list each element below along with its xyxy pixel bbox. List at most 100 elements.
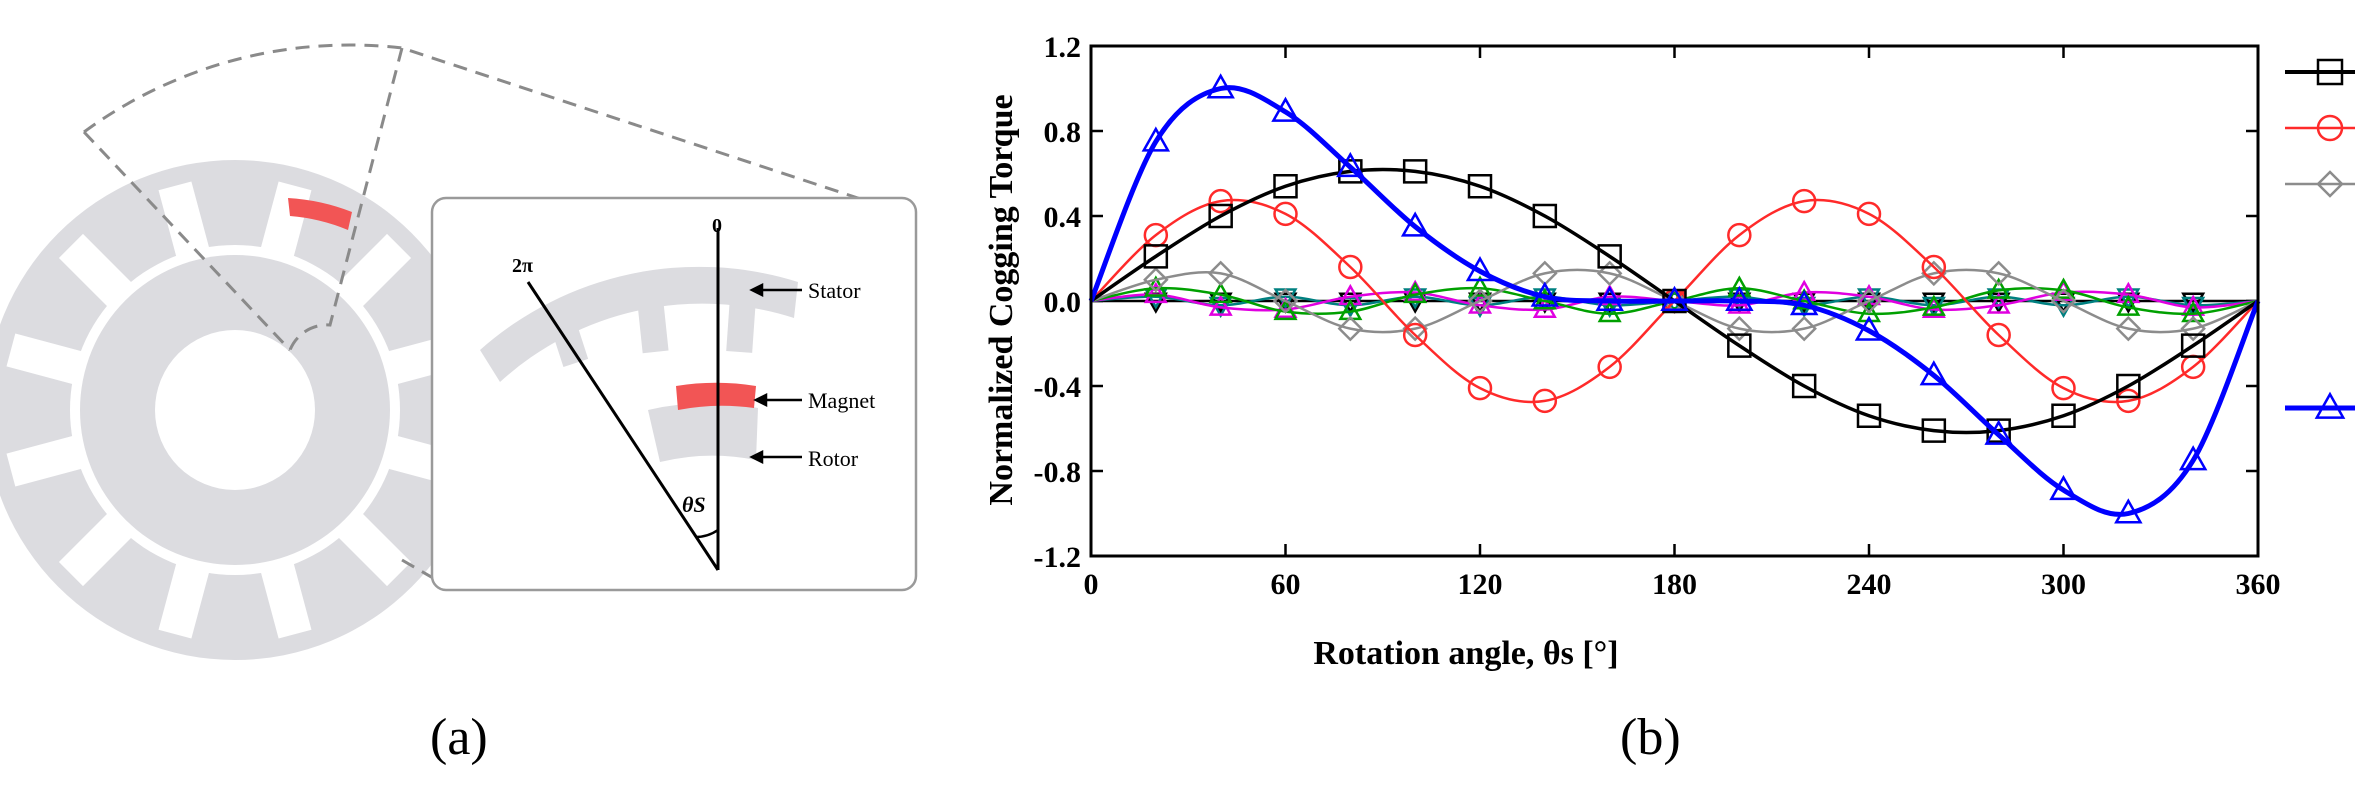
data-point bbox=[1854, 315, 1884, 341]
data-point bbox=[1338, 283, 1363, 306]
inset-rotor bbox=[648, 403, 758, 462]
data-point bbox=[1660, 285, 1689, 312]
data-point bbox=[1597, 296, 1622, 319]
data-point bbox=[1336, 151, 1365, 178]
data-point bbox=[1207, 260, 1234, 287]
x-tick-label: 60 bbox=[1271, 568, 1301, 601]
data-point bbox=[1727, 275, 1752, 297]
data-point bbox=[1792, 279, 1817, 301]
data-point bbox=[1143, 266, 1169, 293]
legend-marker bbox=[2316, 114, 2344, 142]
data-point bbox=[1467, 174, 1493, 199]
data-point bbox=[1208, 281, 1233, 304]
data-point bbox=[1986, 292, 2011, 314]
data-point bbox=[2116, 373, 2141, 399]
data-point bbox=[2115, 315, 2142, 342]
data-point bbox=[2116, 288, 2141, 310]
data-point bbox=[1921, 294, 1946, 316]
data-point bbox=[2116, 388, 2141, 414]
data-point bbox=[1985, 260, 2012, 287]
data-point bbox=[1727, 292, 1752, 314]
x-tick-label: 300 bbox=[2041, 568, 2086, 601]
stator-slot bbox=[58, 511, 134, 587]
panel-b: Normalized Cogging Torque Rotation angle… bbox=[960, 0, 2355, 787]
data-point bbox=[1595, 285, 1624, 312]
data-point bbox=[1986, 322, 2011, 348]
data-point bbox=[1530, 281, 1560, 307]
data-point bbox=[1921, 254, 1947, 280]
data-point bbox=[1856, 201, 1882, 227]
data-point bbox=[1273, 174, 1298, 199]
data-point bbox=[1273, 298, 1298, 321]
stator-slot bbox=[58, 233, 134, 309]
series-cogging-torque bbox=[1088, 73, 2261, 524]
stator-slot bbox=[158, 181, 211, 260]
data-point bbox=[1727, 222, 1752, 248]
y-axis-label: Normalized Cogging Torque bbox=[983, 94, 1020, 505]
label-zero: 0 bbox=[712, 215, 722, 237]
data-point bbox=[1921, 260, 1947, 287]
data-point bbox=[1596, 260, 1623, 287]
data-point bbox=[1791, 315, 1817, 342]
stator-slot bbox=[259, 560, 312, 639]
label-theta: θS bbox=[682, 492, 706, 517]
data-point bbox=[2180, 333, 2206, 358]
data-point bbox=[1402, 159, 1428, 184]
data-point bbox=[2116, 281, 2141, 304]
data-point bbox=[1338, 296, 1363, 319]
data-point bbox=[2051, 403, 2076, 428]
stator-slot bbox=[6, 434, 85, 487]
x-tick-label: 0 bbox=[1084, 568, 1099, 601]
data-point bbox=[1726, 315, 1753, 342]
caption-b: (b) bbox=[1620, 709, 1681, 766]
data-point bbox=[1338, 292, 1363, 314]
data-point bbox=[1597, 244, 1622, 269]
data-point bbox=[1725, 285, 1754, 312]
x-tick-label: 120 bbox=[1458, 568, 1503, 601]
x-tick-label: 360 bbox=[2236, 568, 2281, 601]
x-tick-label: 240 bbox=[1847, 568, 1892, 601]
motor-diagram: 0 2π Stator Magnet Rotor θS bbox=[0, 43, 918, 660]
rotor-bore bbox=[155, 330, 315, 490]
y-tick-label: -1.2 bbox=[1034, 541, 1082, 574]
data-point bbox=[1400, 211, 1430, 237]
stator-slot bbox=[336, 233, 412, 309]
legend-marker bbox=[2316, 58, 2344, 86]
cogging-torque-chart: Normalized Cogging Torque Rotation angle… bbox=[983, 31, 2355, 672]
stator-slot bbox=[158, 560, 211, 639]
label-magnet: Magnet bbox=[808, 388, 875, 413]
data-point bbox=[1986, 418, 2011, 443]
plot-area: 0 60 120 180 240 300 360 -1.2 -0.8 -0.4 0.0 0.4 0.8 1… bbox=[1034, 31, 2281, 601]
data-point bbox=[1727, 333, 1752, 358]
data-point bbox=[1465, 256, 1495, 282]
data-point bbox=[1272, 288, 1299, 314]
data-point bbox=[1403, 281, 1428, 304]
data-point bbox=[1791, 373, 1817, 399]
y-tick-label: 1.2 bbox=[1044, 31, 1082, 64]
data-point bbox=[1919, 360, 1949, 386]
legend-marker bbox=[2316, 170, 2344, 198]
data-point bbox=[1921, 418, 1947, 443]
data-point bbox=[1337, 315, 1364, 342]
data-point bbox=[1206, 73, 1235, 99]
data-point bbox=[1208, 294, 1233, 316]
stator-slot bbox=[336, 511, 412, 587]
data-point bbox=[1597, 354, 1622, 380]
x-axis-label: Rotation angle, θs [°] bbox=[1313, 635, 1618, 672]
theta-arc bbox=[695, 528, 719, 539]
legend: 1st harmonic2nd harmonic3rd harmonicCogg… bbox=[2285, 58, 2355, 419]
data-point bbox=[1984, 419, 2013, 445]
inset-magnet bbox=[676, 382, 756, 410]
data-point bbox=[1403, 288, 1428, 310]
data-point bbox=[1143, 244, 1169, 269]
data-point bbox=[1791, 188, 1817, 214]
data-point bbox=[1856, 403, 1882, 428]
data-point bbox=[1921, 292, 1946, 314]
data-point bbox=[1208, 188, 1233, 214]
data-point bbox=[1271, 96, 1300, 122]
data-point bbox=[2049, 474, 2078, 501]
y-tick-label: 0.0 bbox=[1044, 286, 1082, 319]
data-point bbox=[1532, 203, 1558, 229]
data-point bbox=[1986, 277, 2011, 299]
y-tick-label: -0.4 bbox=[1034, 371, 1082, 404]
